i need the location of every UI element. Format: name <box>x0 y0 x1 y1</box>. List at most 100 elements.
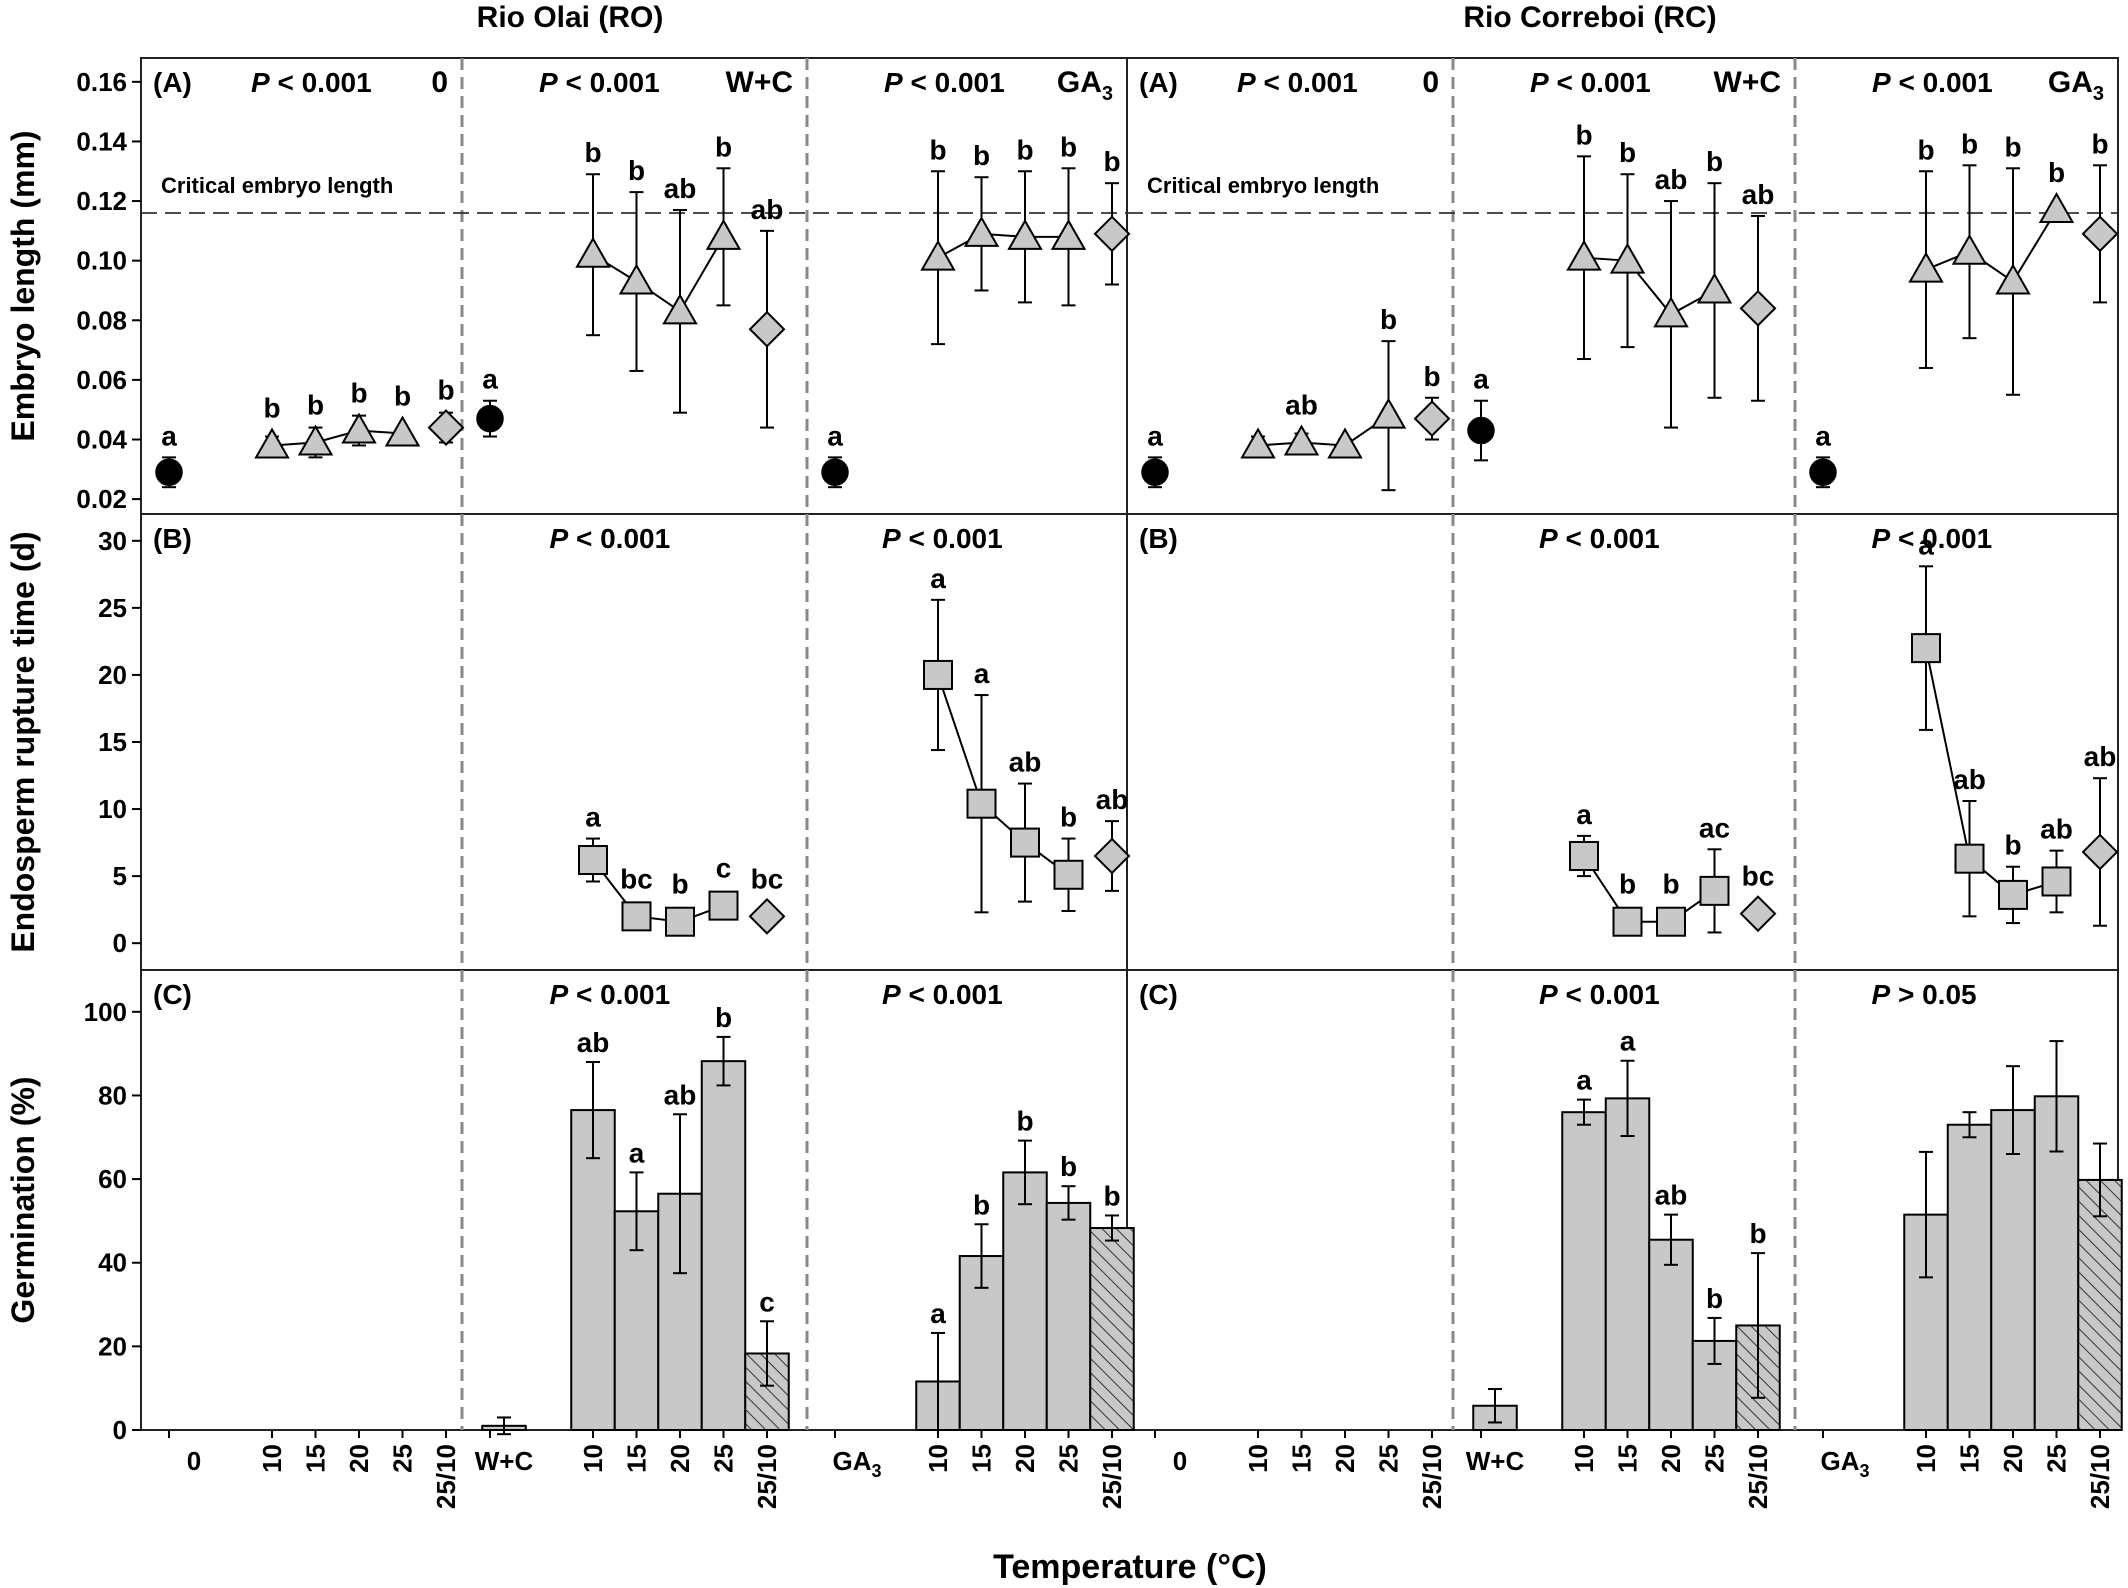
embryo-length-point <box>1007 218 1043 250</box>
significance-letter: a <box>1576 1065 1592 1096</box>
x-tick-label: 25 <box>1374 1444 1404 1473</box>
p-value: P < 0.001 <box>1872 523 1993 554</box>
germination-bar <box>2077 1178 2123 1431</box>
treatment-label: GA3 <box>2048 66 2104 105</box>
p-value: P < 0.001 <box>884 67 1005 98</box>
germination-bar <box>1002 1171 1048 1432</box>
germination-bar <box>1561 1111 1607 1431</box>
significance-letter: b <box>350 378 367 409</box>
x-tick-label-control: W+C <box>1466 1446 1525 1476</box>
significance-letter: a <box>1918 529 1934 560</box>
series-line <box>1257 414 1390 447</box>
embryo-length-point <box>618 263 655 295</box>
embryo-length-point <box>341 412 377 444</box>
rupture-time-point <box>1954 843 1985 874</box>
p-value: P < 0.001 <box>251 67 372 98</box>
control-point <box>1141 458 1169 487</box>
x-tick-label: 25 <box>388 1444 418 1473</box>
significance-letter: b <box>1619 869 1636 900</box>
series-line <box>937 232 1069 259</box>
p-value: P < 0.001 <box>539 67 660 98</box>
significance-letter: a <box>629 1137 645 1168</box>
treatment-label: 0 <box>431 66 448 99</box>
x-tick-label: 25/10 <box>431 1444 461 1509</box>
rupture-time-point <box>1093 837 1131 875</box>
x-tick-label: 10 <box>923 1444 953 1473</box>
x-tick-label-control: W+C <box>475 1446 534 1476</box>
x-tick-label: 10 <box>1243 1444 1273 1473</box>
x-tick-label: 10 <box>578 1444 608 1473</box>
x-tick-label: 20 <box>344 1444 374 1473</box>
x-tick-label: 20 <box>1010 1444 1040 1473</box>
control-point <box>821 458 849 487</box>
embryo-length-point <box>1739 289 1777 327</box>
p-value: P < 0.001 <box>1237 67 1358 98</box>
series-line <box>271 429 403 447</box>
significance-letter: a <box>161 420 177 451</box>
embryo-length-point <box>1908 251 1944 283</box>
row-letter: (B) <box>1139 523 1178 554</box>
plot-area: 0.02 0.04 0.06 0.08 0.10 0.12 0.14 0.16 Embryo l… <box>5 57 2123 1509</box>
series-line <box>1583 256 1715 316</box>
y-axis-title: Embryo length (mm) <box>5 130 41 441</box>
p-value: P < 0.001 <box>882 523 1003 554</box>
rupture-time-point <box>1699 875 1730 906</box>
significance-letter: ab <box>1742 179 1775 210</box>
embryo-length-point <box>1566 239 1602 271</box>
p-value: P < 0.001 <box>1530 67 1651 98</box>
significance-letter: b <box>2004 131 2021 162</box>
y-tick-label: 0.02 <box>76 484 127 514</box>
significance-letter: b <box>1662 869 1679 900</box>
rupture-time-point <box>923 659 953 690</box>
significance-letter: ab <box>2040 814 2073 845</box>
rupture-time-point <box>621 901 652 932</box>
significance-letter: ab <box>751 194 784 225</box>
significance-letter: ab <box>2084 741 2117 772</box>
p-value: P < 0.001 <box>1539 979 1660 1010</box>
y-tick-label: 60 <box>98 1164 127 1194</box>
y-axis-title: Germination (%) <box>5 1076 41 1323</box>
embryo-length-point <box>963 215 1000 247</box>
critical-length-label: Critical embryo length <box>1147 173 1379 198</box>
x-tick-label: 15 <box>1955 1444 1985 1473</box>
significance-letter: b <box>628 155 645 186</box>
y-tick-label: 100 <box>84 997 127 1027</box>
significance-letter: b <box>715 1002 732 1033</box>
x-tick-label: 15 <box>1613 1444 1643 1473</box>
significance-letter: b <box>1706 146 1723 177</box>
y-tick-label: 0 <box>113 928 127 958</box>
x-tick-label: 15 <box>967 1444 997 1473</box>
y-tick-label: 30 <box>98 526 127 556</box>
significance-letter: b <box>1917 134 1934 165</box>
rupture-time-point <box>2041 866 2072 897</box>
row-letter: (C) <box>1139 979 1178 1010</box>
significance-letter: b <box>1060 1151 1077 1182</box>
significance-letter: a <box>930 563 946 594</box>
treatment-label: W+C <box>726 66 794 99</box>
control-point <box>155 458 183 487</box>
embryo-length-point <box>427 409 465 446</box>
embryo-length-point <box>1653 296 1689 328</box>
site-title-rc: Rio Correboi (RC) <box>1463 1 1716 34</box>
significance-letter: a <box>1576 799 1592 830</box>
germination-bar <box>700 1060 747 1432</box>
rupture-time-point <box>1612 906 1643 937</box>
treatment-label: W+C <box>1714 66 1782 99</box>
embryo-length-point <box>1327 427 1363 459</box>
x-tick-label: 15 <box>301 1444 331 1473</box>
y-tick-label: 10 <box>98 794 127 824</box>
significance-letter: ab <box>1096 784 1129 815</box>
significance-letter: b <box>394 381 411 412</box>
p-value: P < 0.001 <box>1539 523 1660 554</box>
significance-letter: ab <box>1953 764 1986 795</box>
x-tick-label: 20 <box>1998 1444 2028 1473</box>
rupture-time-point <box>665 906 695 937</box>
significance-letter: b <box>1103 146 1120 177</box>
row-letter: (A) <box>153 67 192 98</box>
x-tick-label: 25/10 <box>2085 1444 2115 1509</box>
x-tick-label-control: GA3 <box>832 1446 881 1481</box>
embryo-length-point <box>920 239 956 271</box>
significance-letter: b <box>437 375 454 406</box>
significance-letter: b <box>973 140 990 171</box>
